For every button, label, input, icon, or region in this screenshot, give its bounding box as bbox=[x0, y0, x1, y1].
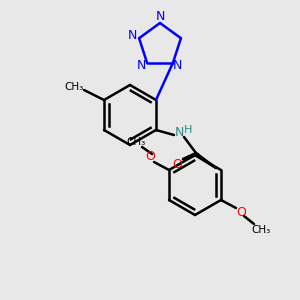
Text: O: O bbox=[145, 151, 155, 164]
Text: N: N bbox=[174, 127, 184, 140]
Text: O: O bbox=[172, 158, 182, 170]
Text: CH₃: CH₃ bbox=[126, 137, 146, 147]
Text: N: N bbox=[136, 59, 146, 72]
Text: N: N bbox=[128, 29, 137, 42]
Text: N: N bbox=[155, 11, 165, 23]
Text: H: H bbox=[184, 125, 192, 135]
Text: O: O bbox=[236, 206, 246, 220]
Text: CH₃: CH₃ bbox=[251, 225, 271, 235]
Text: N: N bbox=[173, 59, 183, 72]
Text: CH₃: CH₃ bbox=[64, 82, 84, 92]
